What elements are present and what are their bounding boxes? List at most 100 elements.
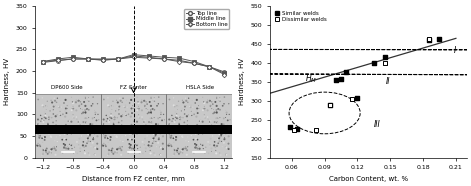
Point [126,142,133,145]
Point [95,118,103,121]
Point [73,99,80,102]
Point [40,125,47,128]
Point [141,105,148,108]
Point [187,126,195,129]
Point [82,124,89,126]
Point [61,115,69,118]
Similar welds [343,71,350,74]
Point [66,96,73,99]
Point [134,100,142,103]
Point [73,118,81,121]
Point [190,113,198,116]
Point [131,126,138,129]
Point [145,144,152,147]
Point [93,147,100,150]
Point [69,100,76,103]
Point [111,116,119,119]
Point [109,138,116,141]
Point [165,132,173,135]
Point [101,123,109,126]
Point [213,121,221,124]
Point [201,113,208,116]
Point [200,102,208,105]
Point [41,113,49,116]
Point [91,146,99,149]
Point [192,120,200,123]
Point [60,102,68,105]
Point [192,151,199,154]
Point [208,107,216,110]
Point [40,136,47,139]
Point [73,126,81,129]
Point [200,100,207,103]
Point [86,134,94,137]
Point [80,111,87,114]
Point [171,119,179,122]
Point [155,96,162,99]
Point [109,105,117,108]
Point [128,123,135,126]
Point [54,140,61,143]
Point [53,145,60,148]
Point [64,132,71,135]
Point [193,107,201,110]
Point [89,117,96,120]
Point [184,145,192,148]
Point [177,151,184,154]
Point [126,129,133,132]
Circle shape [0,126,471,133]
Point [52,124,60,127]
Similar welds [370,62,378,65]
Point [39,148,47,151]
Point [222,136,229,139]
Text: DP600 Side: DP600 Side [51,85,83,90]
Text: FZ Center: FZ Center [120,85,147,90]
Point [139,118,146,121]
Point [139,152,146,155]
Point [215,137,223,140]
Point [133,144,141,147]
Point [172,136,180,139]
Point [85,136,92,139]
Point [76,150,84,153]
Point [153,128,160,131]
Point [158,124,166,127]
Point [207,105,214,108]
Point [64,107,71,110]
Point [133,109,141,112]
Point [140,129,147,132]
Point [94,102,101,105]
Point [53,101,60,104]
Point [101,119,109,122]
Point [211,144,218,147]
Point [51,130,58,133]
Point [200,107,207,110]
Point [174,115,182,118]
Point [44,122,52,125]
Point [73,152,81,155]
Point [221,145,229,148]
Point [156,136,164,139]
Point [70,107,77,110]
Point [185,140,192,143]
Point [40,149,47,152]
Point [172,111,179,114]
Point [70,129,78,132]
Point [48,136,55,139]
Point [105,104,112,107]
Point [147,108,154,111]
Point [69,116,77,119]
Point [109,147,116,150]
Point [224,128,232,131]
Point [92,124,100,127]
Point [113,149,120,152]
Point [122,126,130,129]
Point [136,131,144,134]
Point [91,111,99,114]
Point [59,113,66,116]
Point [106,111,114,114]
Point [150,96,158,99]
Point [197,96,205,99]
Point [171,153,178,155]
Point [224,119,232,122]
